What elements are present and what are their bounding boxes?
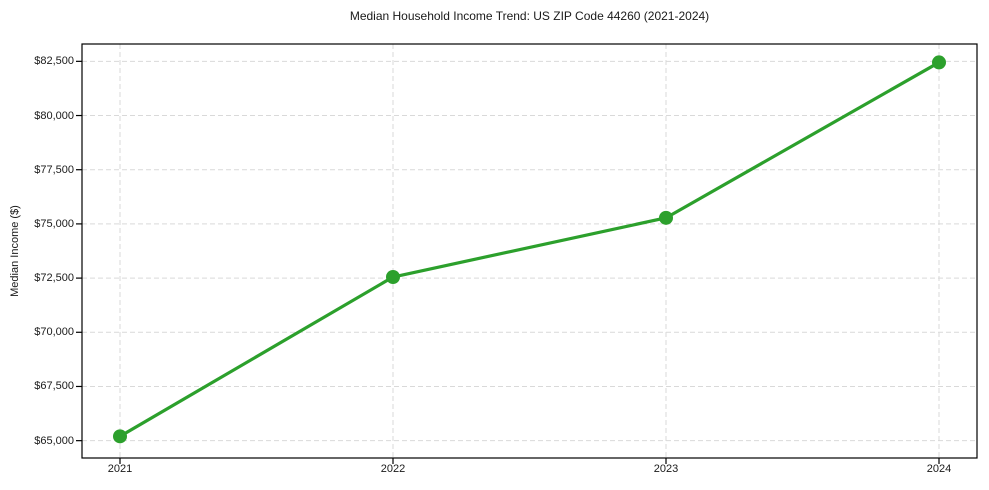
- y-tick-label: $70,000: [34, 326, 74, 339]
- x-tick-label: 2022: [380, 463, 406, 475]
- data-point-2024: [932, 55, 946, 70]
- y-tick-label: $65,000: [34, 434, 74, 447]
- data-point-2022: [386, 270, 400, 285]
- y-tick-label: $77,500: [34, 163, 74, 176]
- y-tick-label: $80,000: [34, 109, 74, 122]
- chart-title: Median Household Income Trend: US ZIP Co…: [349, 9, 710, 23]
- data-point-2023: [659, 210, 673, 225]
- y-tick-label: $67,500: [34, 380, 74, 393]
- y-tick-label: $82,500: [34, 55, 74, 68]
- income-trend-line: [118, 60, 941, 438]
- plot-border: [81, 43, 978, 459]
- y-tick-label: $75,000: [34, 217, 74, 230]
- x-tick-label: 2021: [107, 463, 133, 475]
- x-tick-label: 2024: [926, 463, 952, 475]
- y-tick-label: $72,500: [34, 272, 74, 285]
- data-point-2021: [113, 429, 127, 444]
- x-tick-label: 2023: [653, 463, 679, 475]
